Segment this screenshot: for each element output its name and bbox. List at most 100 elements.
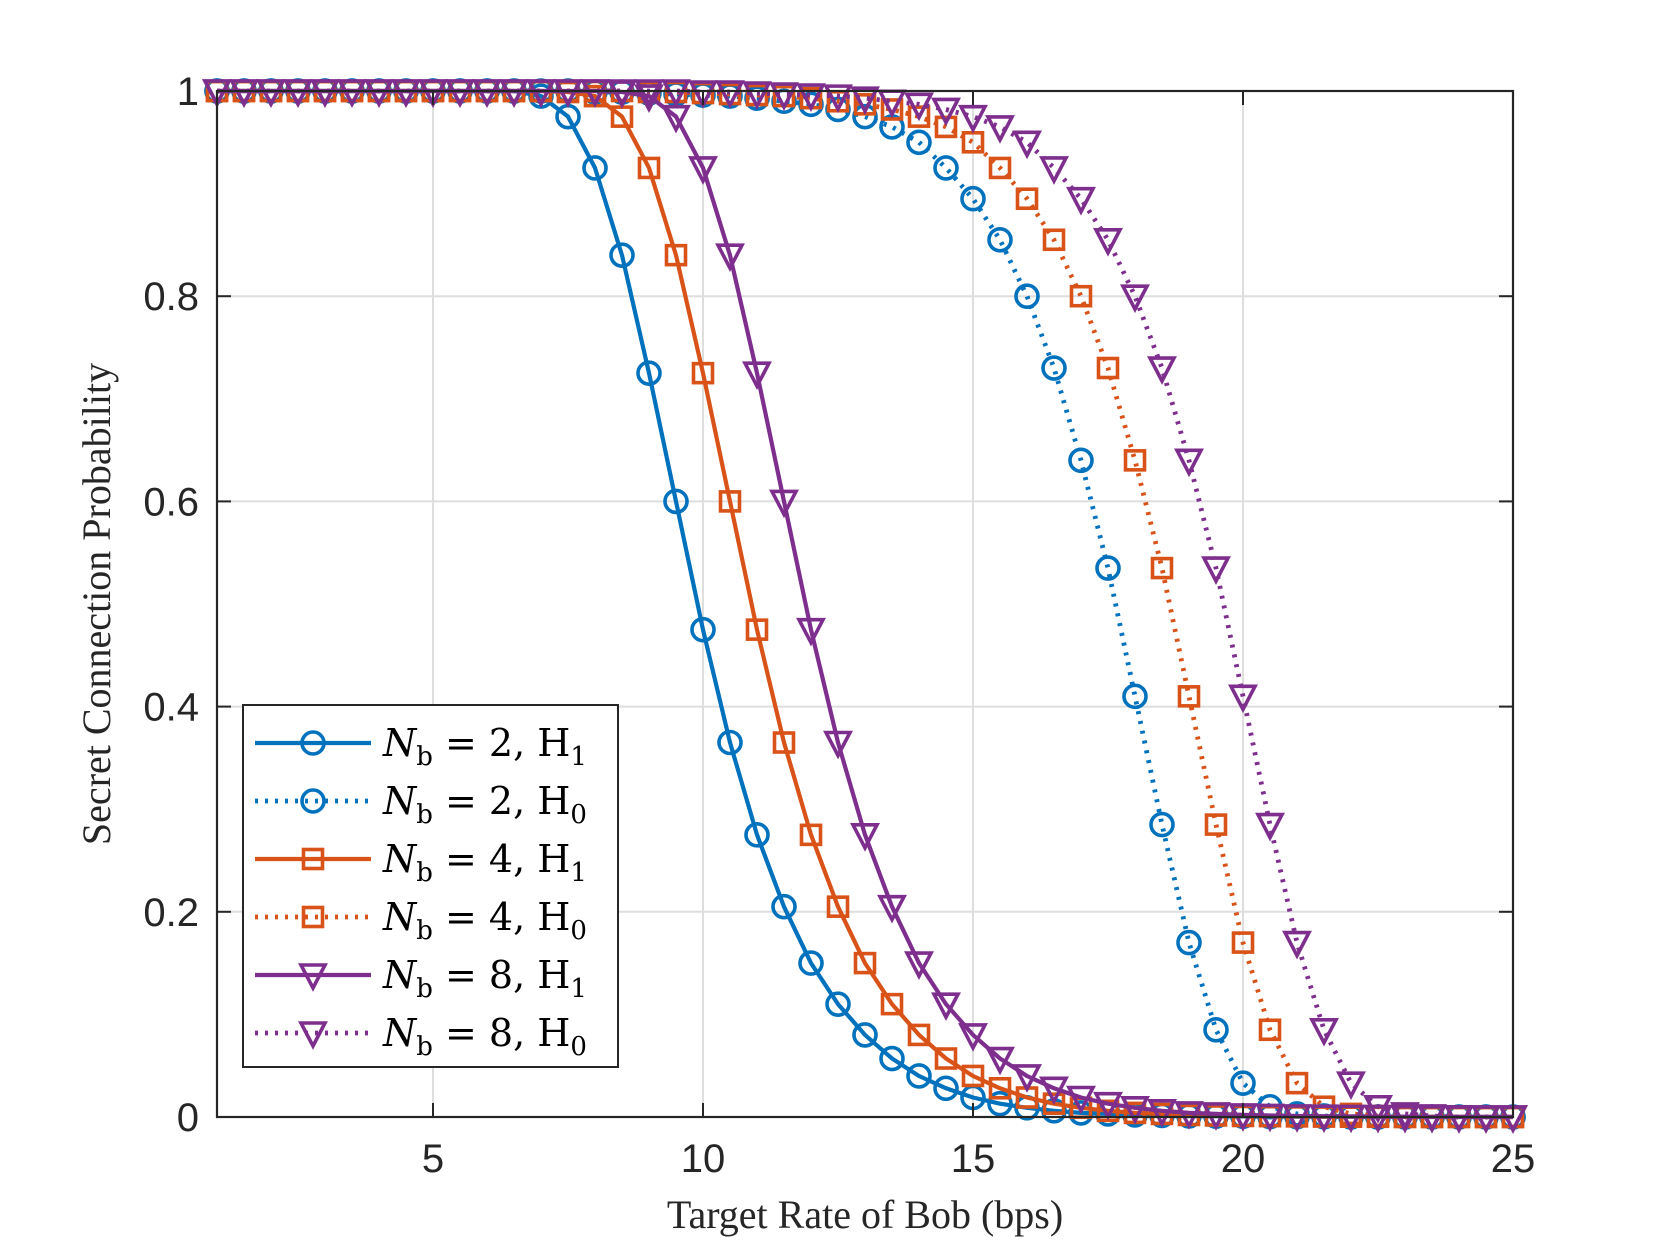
data-point [715, 80, 745, 109]
data-point [688, 156, 718, 185]
data-point [1174, 1101, 1204, 1130]
x-tick-label: 15 [951, 1137, 996, 1181]
data-point [742, 361, 772, 391]
data-point [691, 361, 715, 385]
legend-box [242, 704, 619, 1068]
data-point [418, 79, 448, 108]
data-point [609, 242, 635, 268]
x-tick-label: 10 [681, 1137, 726, 1181]
data-point [877, 894, 907, 924]
data-point [798, 950, 824, 976]
data-point [391, 79, 421, 108]
data-point [1176, 929, 1202, 956]
data-point [1066, 186, 1096, 216]
data-point [907, 1023, 931, 1047]
data-point [1095, 555, 1121, 581]
data-point [717, 729, 743, 756]
y-tick-label: 0.8 [143, 275, 199, 319]
data-point [931, 97, 961, 127]
data-point [853, 951, 877, 975]
data-point [823, 730, 853, 760]
data-point [1177, 685, 1201, 708]
data-point [880, 98, 904, 121]
axis-ticks: 5 10 15 20 25 0 0.2 0.4 0.6 0.8 1 [143, 70, 1535, 1181]
data-point [1150, 556, 1174, 580]
data-point [825, 991, 851, 1017]
data-point [961, 1064, 985, 1088]
data-point [229, 79, 259, 108]
data-point [1336, 1071, 1366, 1101]
data-point [985, 1046, 1015, 1076]
y-tick-label: 0.2 [143, 891, 199, 935]
data-point [636, 360, 662, 386]
data-point [823, 84, 853, 114]
data-point [688, 80, 718, 109]
plot-border [215, 89, 1515, 1119]
x-tick-label: 5 [422, 1137, 444, 1181]
legend-label: Nb = 2, H0 [382, 779, 587, 830]
series-line [217, 88, 1513, 1120]
data-point [472, 79, 502, 108]
data-point [771, 893, 797, 920]
data-point [880, 992, 904, 1016]
data-point [202, 79, 232, 108]
data-point [772, 731, 796, 754]
data-point [1012, 1064, 1042, 1093]
data-point [1390, 1102, 1420, 1131]
data-point [933, 1075, 959, 1102]
data-point [958, 104, 988, 134]
data-point [1282, 930, 1312, 960]
data-point [1230, 1070, 1256, 1096]
legend-marker [300, 788, 326, 814]
data-point [661, 79, 691, 108]
series-group [202, 79, 1528, 1134]
data-point [1122, 683, 1148, 710]
data-point [769, 489, 799, 519]
legend: Nb = 2, H1 Nb = 2, H0 Nb = 4, H1 Nb = 4, H0… [242, 704, 619, 1068]
data-point [1096, 356, 1120, 380]
data-point [796, 617, 826, 647]
data-point [607, 79, 637, 108]
legend-marker [300, 730, 326, 756]
x-tick-label: 25 [1491, 1137, 1536, 1181]
data-point [718, 490, 742, 513]
data-point [634, 84, 664, 114]
legend-label: Nb = 4, H0 [382, 895, 587, 946]
data-point [256, 79, 286, 108]
data-point [1147, 1099, 1177, 1128]
data-point [987, 226, 1013, 253]
data-point [1120, 284, 1150, 314]
data-point [1201, 1102, 1231, 1131]
data-point [1068, 447, 1094, 474]
data-point [1042, 1092, 1066, 1115]
data-point [933, 155, 959, 181]
legend-label: Nb = 8, H1 [382, 953, 587, 1004]
data-point [985, 115, 1015, 144]
data-point [1066, 1085, 1096, 1115]
data-point [1203, 1016, 1229, 1043]
data-point [1285, 1071, 1309, 1095]
data-point [1228, 684, 1258, 714]
data-point [499, 79, 529, 108]
x-axis-title: Target Rate of Bob (bps) [667, 1192, 1063, 1237]
data-point [1255, 812, 1285, 842]
legend-marker [298, 1021, 328, 1050]
data-point [580, 79, 610, 108]
data-point [904, 92, 934, 122]
y-tick-label: 0.4 [143, 686, 199, 730]
data-point [1363, 1094, 1393, 1124]
legend-marker [301, 905, 325, 929]
data-point [1149, 811, 1175, 838]
data-point [337, 79, 367, 108]
data-point [931, 992, 961, 1022]
y-tick-label: 0.6 [143, 480, 199, 524]
legend-label: Nb = 4, H1 [382, 837, 587, 888]
data-point [582, 155, 608, 181]
data-point [1174, 448, 1204, 478]
data-point [1204, 813, 1228, 836]
data-point [799, 823, 823, 847]
data-point [934, 1047, 958, 1070]
data-point [1231, 931, 1255, 954]
data-point [988, 156, 1012, 180]
